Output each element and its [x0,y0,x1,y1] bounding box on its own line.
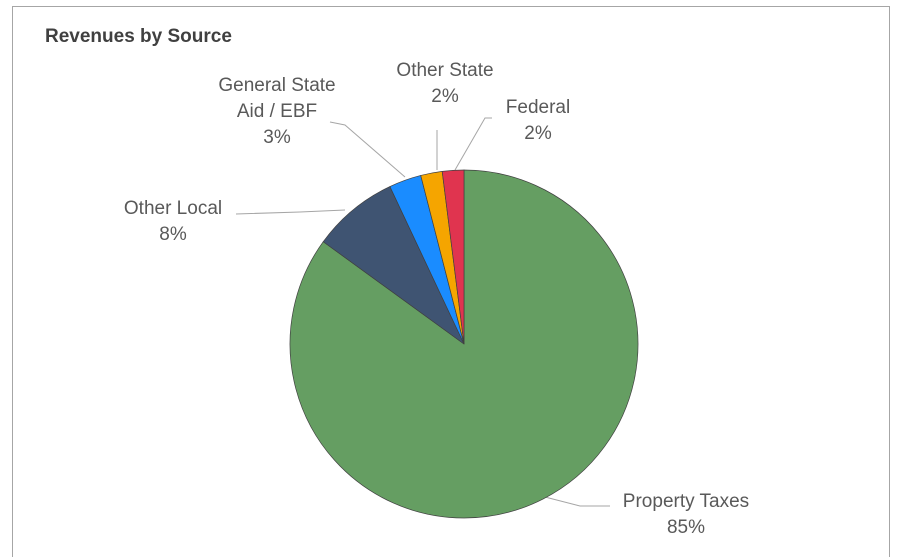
chart-title: Revenues by Source [45,26,232,47]
slice-value: 8% [159,224,187,245]
slice-name: Property Taxes [622,491,750,512]
data-label: Other Local 8% [124,196,222,248]
data-label: Federal 2% [506,95,570,147]
leader-line [544,496,610,507]
pie-slice [441,169,465,345]
leader-line [329,121,406,178]
slice-value: 3% [263,127,291,148]
leader-line [235,209,346,215]
chart-frame [12,6,890,557]
slice-name: Other Local [123,198,223,219]
data-label: Other State 2% [396,58,493,110]
slice-name: General State Aid / EBF [218,75,336,122]
slice-value: 2% [524,123,552,144]
data-label: Property Taxes 85% [623,489,749,541]
slice-value: 2% [431,86,459,107]
leader-line [454,117,492,171]
data-label: General State Aid / EBF 3% [210,73,345,151]
slice-name: Federal [505,97,571,118]
slice-name: Other State [396,60,494,81]
slice-value: 85% [666,517,706,538]
